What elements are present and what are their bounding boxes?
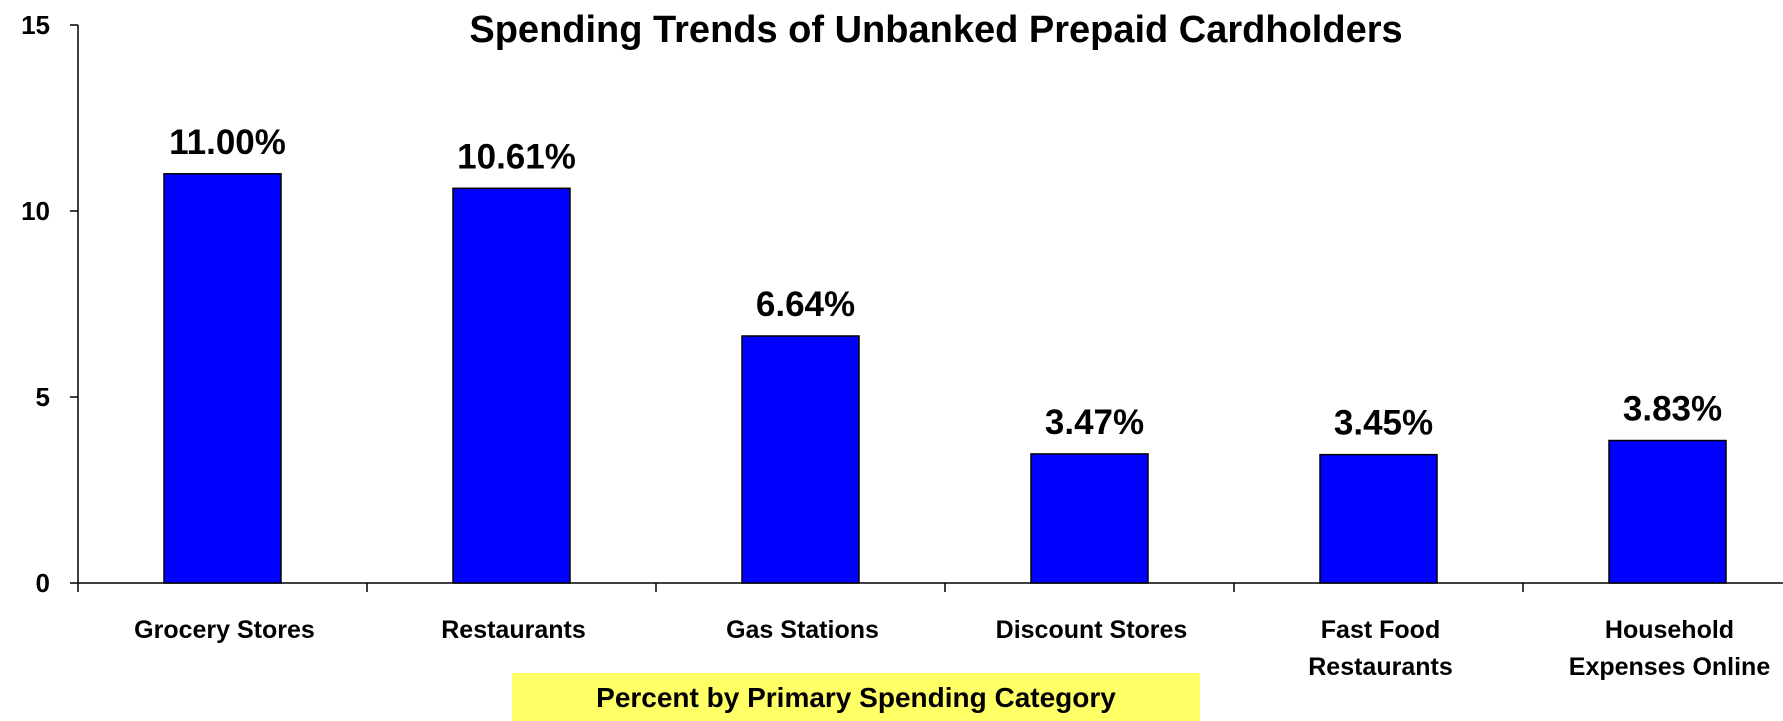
bars [163, 173, 1727, 584]
bar [1608, 439, 1727, 584]
bar [1319, 453, 1438, 584]
x-axis-title-background [512, 673, 1200, 721]
category-labels: Grocery Stores Restaurants Gas Stations Dis… [134, 616, 1770, 681]
category-label: Restaurants [1308, 653, 1453, 681]
y-tick-label: 10 [21, 196, 50, 226]
data-label: 10.61% [457, 137, 576, 176]
category-label: Household [1605, 616, 1734, 644]
category-label: Grocery Stores [134, 616, 315, 644]
category-label: Restaurants [441, 616, 586, 644]
data-label: 11.00% [169, 123, 286, 162]
data-label: 3.45% [1334, 404, 1433, 443]
y-tick-label: 5 [36, 382, 50, 412]
y-axis: 0 5 10 15 [21, 10, 79, 598]
data-label: 6.64% [756, 285, 855, 324]
data-label: 3.47% [1045, 403, 1144, 442]
bar [741, 335, 860, 584]
x-axis-title: Percent by Primary Spending Category [596, 682, 1116, 713]
category-label: Fast Food [1321, 616, 1440, 644]
bar [1030, 453, 1149, 584]
x-axis [77, 582, 1783, 592]
chart-title: Spending Trends of Unbanked Prepaid Card… [469, 9, 1402, 51]
category-label: Expenses Online [1569, 653, 1771, 681]
y-tick-label: 15 [21, 10, 50, 40]
bar [452, 187, 571, 584]
x-axis-title-box: Percent by Primary Spending Category [512, 673, 1200, 721]
category-label: Gas Stations [726, 616, 879, 644]
bar [163, 173, 282, 584]
data-labels: 11.00% 10.61% 6.64% 3.47% 3.45% 3.83% [169, 123, 1722, 443]
y-tick-label: 0 [36, 568, 50, 598]
data-label: 3.83% [1623, 390, 1722, 429]
category-label: Discount Stores [996, 616, 1188, 644]
